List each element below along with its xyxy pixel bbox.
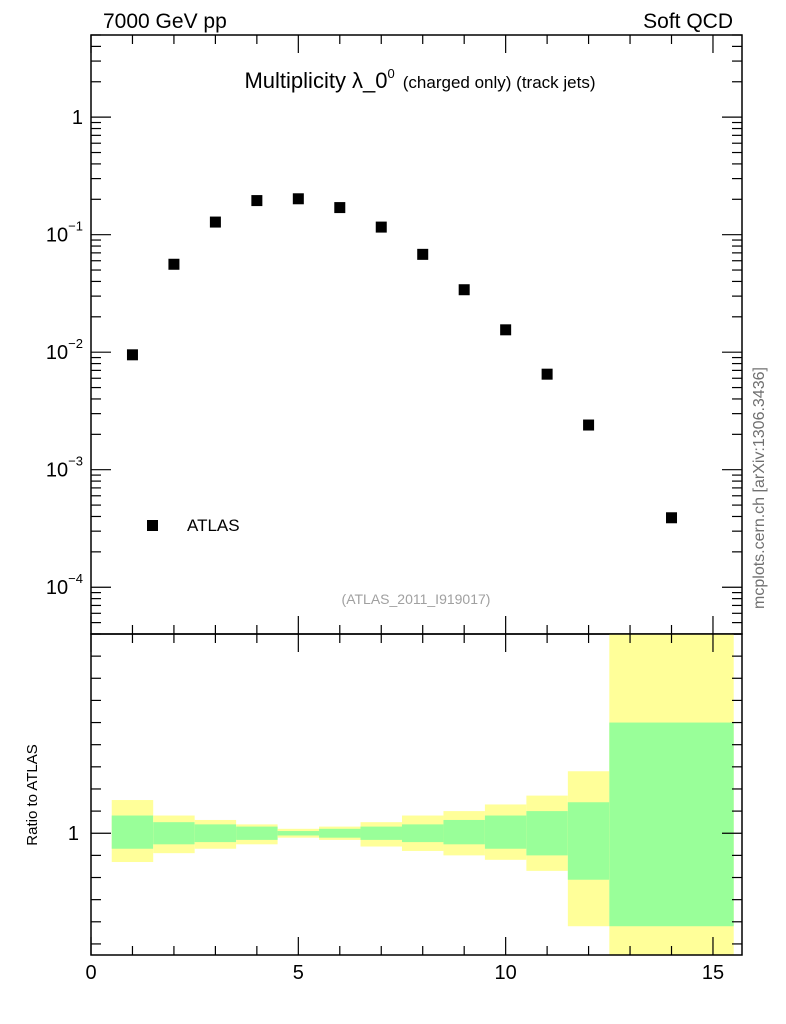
data-point: [375, 221, 387, 233]
side-label: mcplots.cern.ch [arXiv:1306.3436]: [751, 367, 768, 609]
ratio-inner-band: [401, 824, 444, 843]
ratio-inner-band: [153, 822, 195, 845]
header-right-label: Soft QCD: [643, 10, 733, 33]
ratio-bands: [111, 634, 734, 955]
main-y-tick-label: 10−3: [46, 454, 83, 482]
ratio-y-axis: 1: [68, 655, 742, 945]
data-point: [209, 216, 221, 228]
x-tick-label: 0: [85, 962, 96, 984]
ratio-inner-band: [360, 826, 402, 840]
main-x-axis: [90, 35, 714, 634]
data-point: [292, 193, 304, 205]
data-point: [334, 202, 346, 214]
atlas-points: [126, 193, 678, 524]
main-y-tick-label: 10−1: [46, 219, 83, 247]
data-point: [251, 195, 263, 207]
data-point: [168, 258, 180, 270]
main-y-axis: 1 10−1 10−2 10−3 10−4: [46, 34, 742, 635]
legend-label-atlas: ATLAS: [187, 516, 240, 535]
x-tick-label: 5: [293, 962, 304, 984]
data-point: [126, 349, 138, 361]
ratio-y-label: Ratio to ATLAS: [24, 744, 41, 845]
main-plot-frame: [90, 34, 743, 635]
ratio-plot-frame: [90, 633, 743, 956]
ratio-inner-band: [236, 826, 278, 840]
ratio-inner-band: [111, 815, 154, 849]
main-title: Multiplicity λ_00 (charged only) (track j…: [244, 66, 595, 93]
analysis-label: (ATLAS_2011_I919017): [342, 591, 491, 607]
ratio-inner-band: [609, 722, 734, 927]
ratio-inner-band: [319, 828, 361, 838]
main-y-tick-label: 10−4: [46, 571, 83, 599]
ratio-inner-band: [484, 815, 527, 849]
main-y-tick-label: 10−2: [46, 336, 83, 364]
legend-marker: [147, 520, 158, 531]
data-point: [583, 419, 595, 431]
main-y-tick-label: 1: [72, 107, 83, 129]
ratio-y-tick-label: 1: [68, 823, 79, 845]
ratio-x-axis: 0 5 10 15: [85, 634, 724, 984]
ratio-inner-band: [567, 802, 610, 880]
data-point: [417, 248, 429, 260]
x-tick-label: 15: [702, 962, 724, 984]
data-point: [500, 324, 512, 336]
data-point: [458, 284, 470, 296]
header-left-label: 7000 GeV pp: [103, 10, 227, 33]
ratio-inner-band: [526, 811, 568, 856]
ratio-inner-band: [443, 819, 485, 845]
ratio-inner-band: [277, 831, 320, 836]
ratio-inner-band: [194, 824, 237, 843]
main-panel: Multiplicity λ_00 (charged only) (track j…: [46, 34, 743, 635]
data-point: [666, 512, 678, 524]
data-point: [541, 368, 553, 380]
ratio-panel: 1 0 5 10 15 Ratio to ATLAS: [24, 633, 743, 984]
x-tick-label: 10: [495, 962, 517, 984]
